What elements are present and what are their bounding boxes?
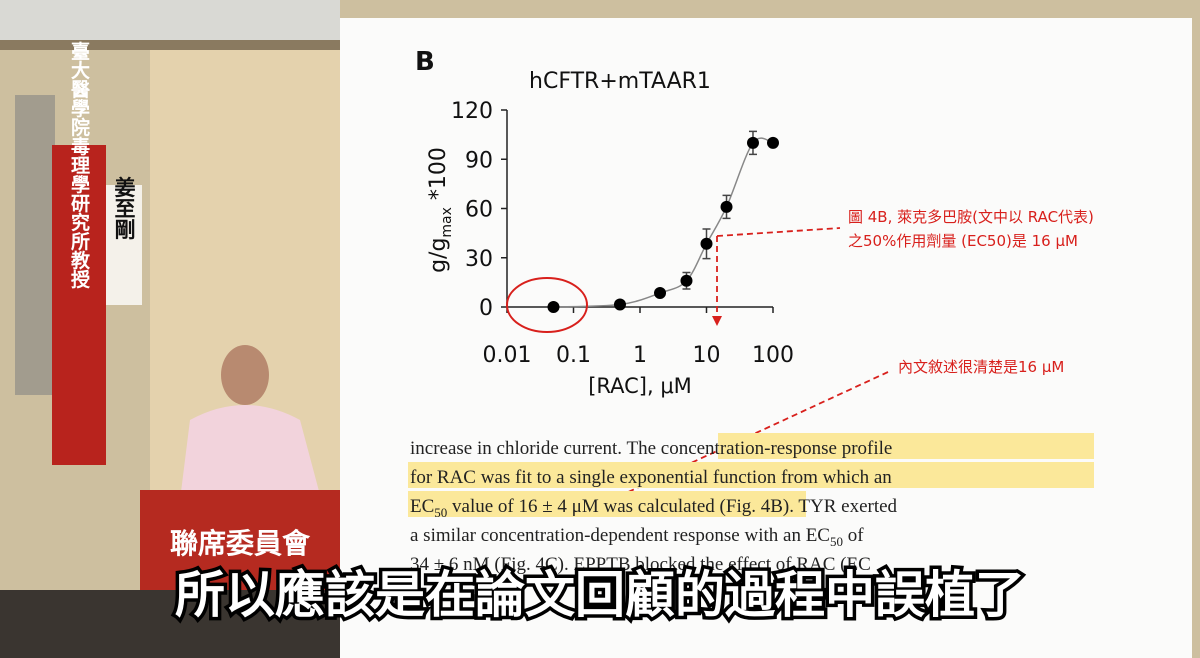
highlight (408, 491, 806, 517)
arrow-head (712, 316, 722, 326)
y-axis-label: g/gmax *100 (426, 147, 455, 273)
x-tick-label: 1 (633, 343, 647, 368)
highlight-circle (506, 277, 588, 333)
paper-line: a similar concentration-dependent respon… (410, 525, 864, 549)
panel-label: B (415, 47, 435, 77)
text-run: value of 16 ± 4 μM was calculated (Fig. … (447, 496, 789, 517)
text-run: for RAC was fit to a single exponential … (410, 467, 892, 488)
affiliation: 臺大醫學院毒理學研究所教授 (68, 40, 90, 289)
data-point (680, 274, 693, 287)
subscript: 50 (830, 534, 843, 549)
speaker-head (221, 345, 269, 405)
speaker-body (180, 405, 320, 500)
podium (140, 490, 340, 590)
data-point (613, 298, 626, 311)
annotation-arrow (716, 227, 841, 322)
y-label-sub: max (439, 207, 455, 238)
text-run: 34 ± 6 nM (Fig. 4C). EPPTB blocked the e… (410, 554, 871, 575)
highlight (718, 433, 1094, 459)
name-banner (52, 145, 106, 465)
x-tick-label: 0.1 (556, 343, 591, 368)
annotation: 內文敘述很清楚是16 μM (898, 358, 1064, 376)
audience (0, 590, 340, 658)
x-tick-label: 10 (693, 343, 721, 368)
text-run: increase in chloride current. (410, 438, 626, 459)
subtitle: 所以應該是在論文回顧的過程中誤植了 (175, 566, 1025, 624)
y-label-main: g/g (426, 238, 451, 273)
text-run: of (843, 525, 864, 546)
text-run: a similar concentration-dependent respon… (410, 525, 830, 546)
subscript: 50 (434, 505, 447, 520)
text-run: EC (410, 496, 434, 517)
data-point (700, 237, 713, 250)
x-tick-label: 100 (752, 343, 794, 368)
podium-text: 聯席委員會 (170, 527, 311, 560)
paper-line: EC50 value of 16 ± 4 μM was calculated (… (410, 496, 898, 520)
y-tick-label: 60 (465, 198, 493, 223)
text-run: The concentration-response profile (626, 438, 892, 459)
y-label-suffix: *100 (426, 147, 451, 207)
data-point (746, 136, 759, 149)
y-tick-label: 0 (479, 296, 493, 321)
data-point (720, 200, 733, 213)
annotation: 之50%作用劑量 (EC50)是 16 μM (848, 232, 1078, 250)
data-point (547, 301, 560, 313)
plot: 0 30 60 90 120 0.01 0.1 1 10 100 (451, 99, 794, 368)
paper-line: 34 ± 6 nM (Fig. 4C). EPPTB blocked the e… (410, 554, 871, 575)
speaker-name: 姜至剛 (112, 176, 136, 240)
y-tick-label: 120 (451, 99, 493, 124)
name-strip (106, 185, 142, 305)
paper-line: for RAC was fit to a single exponential … (410, 467, 892, 488)
text-run: . TYR exerted (789, 496, 897, 517)
window (15, 95, 55, 395)
highlight (408, 462, 1094, 488)
x-axis-label: [RAC], μM (588, 374, 692, 398)
data-point (767, 136, 779, 149)
slide (340, 18, 1192, 658)
x-tick-label: 0.01 (483, 343, 532, 368)
y-tick-label: 30 (465, 247, 493, 272)
paper-text: increase in chloride current. The concen… (410, 438, 898, 575)
ceiling-edge (0, 40, 340, 50)
ceiling (0, 0, 340, 40)
y-tick-label: 90 (465, 148, 493, 173)
chart-title: hCFTR+mTAAR1 (529, 69, 711, 94)
data-point (654, 287, 667, 300)
annotation: 圖 4B, 萊克多巴胺(文中以 RAC代表) (848, 208, 1094, 226)
paper-line: increase in chloride current. The concen… (410, 438, 892, 459)
